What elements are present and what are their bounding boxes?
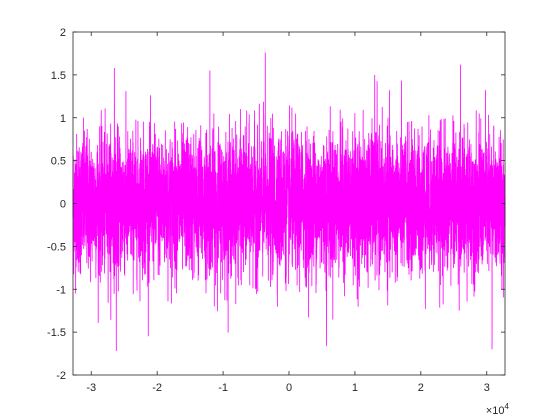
ticks-layer: -3 -2 -1 0 1 2 3 -2 -1.5 -1 -0.5 0 0.5 1 1.5 2 <box>47 27 505 394</box>
x-axis-multiplier-base: ×10 <box>486 405 505 417</box>
y-tick-label: -2 <box>56 370 66 382</box>
x-tick-label: 0 <box>286 382 292 394</box>
x-axis-multiplier-exponent: 4 <box>505 402 510 411</box>
y-tick-label: 1.5 <box>51 70 66 82</box>
y-tick-label: 0.5 <box>51 156 66 168</box>
y-tick-label: -0.5 <box>47 241 66 253</box>
x-tick-label: -1 <box>218 382 228 394</box>
x-tick-label: 3 <box>484 382 490 394</box>
series-line <box>72 52 506 351</box>
series-layer <box>72 52 506 351</box>
x-tick-label: -3 <box>86 382 96 394</box>
x-tick-label: -2 <box>152 382 162 394</box>
y-tick-label: -1 <box>56 284 66 296</box>
y-tick-label: 0 <box>60 199 66 211</box>
x-tick-label: 2 <box>418 382 424 394</box>
y-tick-label: 1 <box>60 113 66 125</box>
y-tick-label: -1.5 <box>47 327 66 339</box>
x-axis-multiplier: ×104 <box>486 402 510 417</box>
x-tick-label: 1 <box>352 382 358 394</box>
y-tick-label: 2 <box>60 27 66 39</box>
